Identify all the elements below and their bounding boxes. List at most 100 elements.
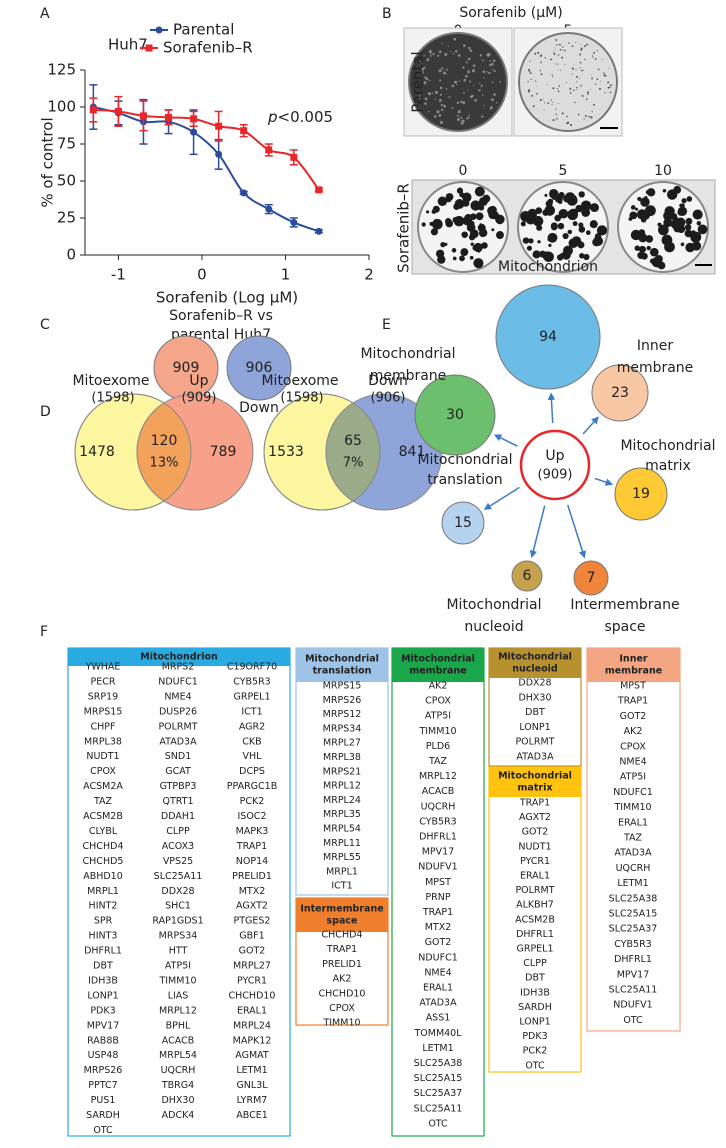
gene-name: OTC — [428, 1118, 448, 1129]
colony — [539, 56, 541, 58]
annotation-italic: p — [267, 108, 278, 126]
colony — [677, 209, 684, 216]
colony — [438, 69, 442, 73]
colony — [462, 44, 466, 48]
gene-name: DDAH1 — [161, 811, 195, 822]
venn-count: 1478 — [79, 444, 115, 460]
gene-name: ISOC2 — [238, 811, 267, 822]
colony — [546, 84, 548, 85]
colony — [450, 51, 452, 53]
colony — [460, 100, 463, 103]
colony — [441, 42, 443, 45]
venn-name: Mitoexome — [261, 373, 338, 389]
colony — [594, 58, 597, 60]
venn-percent: 7% — [343, 456, 364, 471]
colony — [460, 122, 462, 125]
colony — [537, 51, 540, 54]
colony — [527, 68, 531, 71]
dose-label: 5 — [559, 163, 568, 179]
colony — [492, 59, 496, 63]
colony — [424, 76, 427, 79]
term-label: membrane — [370, 368, 447, 384]
colony — [692, 209, 703, 220]
gene-name: CPOX — [329, 1003, 355, 1014]
gene-name: MRPL12 — [323, 781, 361, 792]
colony — [436, 110, 440, 114]
gene-name: NDUFC1 — [418, 952, 458, 963]
colony — [469, 80, 472, 83]
gene-name: GCAT — [165, 766, 191, 777]
colony — [635, 207, 639, 211]
colony — [527, 90, 531, 93]
gene-name: CLPP — [523, 958, 547, 969]
data-point — [190, 115, 198, 123]
colony — [448, 96, 451, 98]
colony — [486, 70, 488, 73]
gene-name: ACACB — [162, 1035, 194, 1046]
colony — [608, 86, 611, 89]
annotation: p<0.005 — [267, 108, 333, 126]
x-axis-label: Sorafenib (Log μM) — [156, 289, 298, 307]
gene-name: AGR2 — [239, 721, 265, 732]
colony — [468, 46, 471, 50]
colony — [459, 255, 465, 262]
gene-name: LETM1 — [617, 878, 648, 889]
gene-name: MRPL24 — [323, 795, 361, 806]
data-point — [315, 186, 323, 194]
colony — [441, 67, 444, 70]
colony — [481, 242, 488, 249]
term-label: matrix — [645, 458, 691, 474]
colony — [672, 216, 679, 223]
data-point — [114, 107, 122, 115]
colony — [585, 98, 588, 101]
row-label: Parental — [409, 51, 427, 112]
gene-name: SRP19 — [88, 691, 118, 702]
gene-name: CKB — [242, 736, 261, 747]
colony — [580, 48, 583, 51]
data-point — [290, 218, 298, 226]
colony — [589, 220, 598, 229]
colony — [534, 220, 538, 225]
gene-name: GOT2 — [425, 937, 452, 948]
gene-count: 909 — [173, 360, 200, 376]
colony — [590, 74, 592, 76]
colony — [591, 54, 593, 56]
table-header — [587, 648, 680, 682]
gene-name: TBRG4 — [161, 1080, 194, 1091]
colony — [557, 199, 563, 205]
gene-name: ATAD3A — [419, 998, 457, 1009]
venn-size: (1598) — [91, 391, 134, 406]
colony — [540, 61, 542, 64]
arrow — [582, 416, 599, 435]
colony — [646, 235, 653, 242]
colony — [582, 69, 584, 72]
gene-name: PCK2 — [523, 1046, 548, 1057]
gene-name: MRPL11 — [323, 838, 361, 849]
gene-name: RAP1GDS1 — [152, 916, 203, 927]
table-header — [68, 648, 290, 666]
gene-name: NDUFV1 — [613, 1000, 652, 1011]
colony — [423, 81, 427, 85]
colony — [658, 224, 669, 236]
colony — [473, 205, 478, 209]
gene-name: GRPEL1 — [516, 944, 553, 955]
gene-name: DDX28 — [518, 678, 551, 689]
colony — [432, 205, 440, 213]
colony — [564, 64, 566, 66]
colony — [467, 89, 469, 91]
colony — [434, 90, 439, 94]
colony — [551, 104, 553, 106]
colony — [543, 109, 545, 111]
colony — [451, 106, 454, 109]
x-tick-label: 2 — [364, 266, 374, 284]
plate — [408, 32, 508, 132]
data-point — [265, 205, 273, 213]
gene-name: DHFRL1 — [614, 954, 652, 965]
colony — [439, 120, 444, 125]
y-tick-label: 75 — [57, 135, 76, 153]
gene-name: USP48 — [88, 1050, 119, 1061]
colony — [543, 98, 545, 100]
data-point — [165, 113, 173, 121]
colony — [528, 238, 534, 244]
